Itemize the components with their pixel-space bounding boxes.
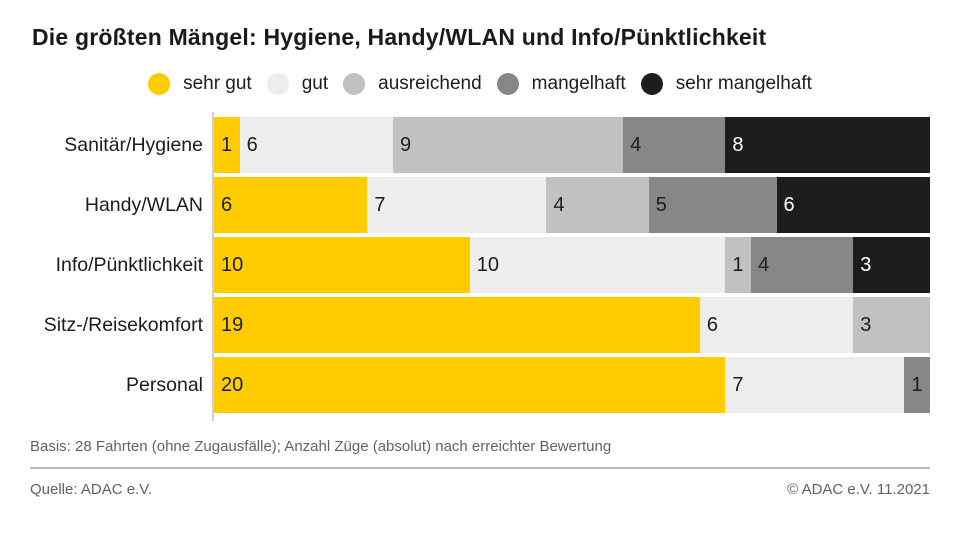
bar-segment-gut: 6 bbox=[239, 117, 393, 173]
bar-row: Sitz-/Reisekomfort 19 6 3 bbox=[30, 297, 930, 353]
bar-segment-sehr-mangelhaft: 3 bbox=[853, 237, 930, 293]
legend-item: sehr gut bbox=[148, 73, 252, 95]
source-label: Quelle: ADAC e.V. bbox=[30, 481, 153, 498]
bar-segment-sehr-gut: 1 bbox=[214, 117, 240, 173]
bar-segment-sehr-gut: 6 bbox=[214, 177, 368, 233]
bar-row: Info/Pünktlichkeit 10 10 1 4 3 bbox=[30, 237, 930, 293]
bar-segment-sehr-gut: 20 bbox=[214, 357, 726, 413]
bar-segment-mangelhaft: 4 bbox=[623, 117, 726, 173]
source-row: Quelle: ADAC e.V. © ADAC e.V. 11.2021 bbox=[30, 481, 930, 498]
bar-segment-gut: 10 bbox=[469, 237, 726, 293]
row-label: Sitz-/Reisekomfort bbox=[43, 313, 203, 336]
bar-segment-ausreichend: 4 bbox=[546, 177, 649, 233]
bar-segment-mangelhaft: 4 bbox=[750, 237, 854, 293]
bar-row: Sanitär/Hygiene 1 6 9 4 8 bbox=[30, 117, 930, 173]
bar-segment-gut: 7 bbox=[725, 357, 905, 413]
legend-swatch-ausreichend bbox=[343, 73, 366, 95]
row-label: Personal bbox=[126, 373, 203, 396]
chart-title: Die größten Mängel: Hygiene, Handy/WLAN … bbox=[32, 24, 767, 50]
legend-item: mangelhaft bbox=[496, 73, 626, 95]
bar-segment-ausreichend: 1 bbox=[725, 237, 751, 293]
legend-label: sehr gut bbox=[183, 73, 252, 94]
legend-item: gut bbox=[266, 73, 329, 95]
bar-segment-gut: 6 bbox=[699, 297, 854, 353]
bar-segment-sehr-mangelhaft: 8 bbox=[725, 117, 930, 173]
legend-swatch-gut bbox=[266, 73, 289, 95]
legend-item: ausreichend bbox=[343, 73, 482, 95]
legend-label: ausreichend bbox=[378, 73, 482, 94]
bar-segment-mangelhaft: 5 bbox=[648, 177, 777, 233]
legend: sehr gut gut ausreichend mangelhaft sehr man… bbox=[0, 73, 960, 95]
legend-label: mangelhaft bbox=[531, 73, 626, 94]
divider bbox=[30, 467, 930, 469]
bar-row: Handy/WLAN 6 7 4 5 6 bbox=[30, 177, 930, 233]
legend-swatch-sehr-mangelhaft bbox=[640, 73, 663, 95]
bar-track: 19 6 3 bbox=[214, 297, 930, 353]
legend-item: sehr mangelhaft bbox=[640, 73, 812, 95]
stacked-bar-chart: Sanitär/Hygiene 1 6 9 4 8 Handy/WLAN 6 7 4 5 6 Info/… bbox=[30, 112, 930, 421]
bar-segment-sehr-gut: 19 bbox=[214, 297, 700, 353]
bar-segment-sehr-mangelhaft: 6 bbox=[776, 177, 930, 233]
legend-swatch-mangelhaft bbox=[496, 73, 519, 95]
bar-segment-ausreichend: 3 bbox=[853, 297, 930, 353]
bar-segment-sehr-gut: 10 bbox=[214, 237, 470, 293]
axis-line bbox=[212, 112, 214, 421]
bar-segment-mangelhaft: 1 bbox=[904, 357, 930, 413]
bar-track: 10 10 1 4 3 bbox=[214, 237, 930, 293]
bar-segment-ausreichend: 9 bbox=[392, 117, 624, 173]
basis-note: Basis: 28 Fahrten (ohne Zugausfälle); An… bbox=[30, 438, 612, 455]
legend-swatch-sehr-gut bbox=[148, 73, 171, 95]
bar-row: Personal 20 7 1 bbox=[30, 357, 930, 413]
legend-label: gut bbox=[301, 73, 329, 94]
legend-label: sehr mangelhaft bbox=[675, 73, 812, 94]
row-label: Handy/WLAN bbox=[84, 193, 203, 216]
row-label: Sanitär/Hygiene bbox=[64, 133, 203, 156]
bar-segment-gut: 7 bbox=[367, 177, 547, 233]
bar-track: 20 7 1 bbox=[214, 357, 930, 413]
copyright-label: © ADAC e.V. 11.2021 bbox=[787, 481, 930, 498]
row-label: Info/Pünktlichkeit bbox=[55, 253, 203, 276]
